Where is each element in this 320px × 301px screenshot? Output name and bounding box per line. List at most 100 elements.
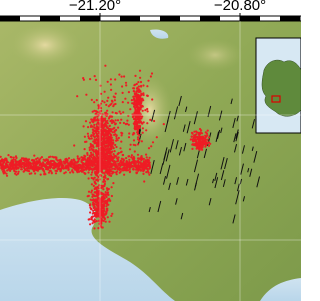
earthquake [12, 166, 16, 170]
earthquake [200, 135, 203, 139]
earthquake [73, 144, 76, 147]
earthquake [47, 166, 50, 169]
earthquake [102, 219, 105, 222]
earthquake [122, 111, 125, 114]
earthquake [87, 167, 90, 170]
earthquake [146, 107, 149, 111]
frame-segment [240, 16, 260, 21]
earthquake [105, 131, 108, 134]
earthquake [145, 164, 148, 167]
earthquake [92, 133, 95, 136]
earthquake [103, 137, 106, 140]
earthquake [5, 172, 8, 175]
fault [222, 179, 226, 187]
earthquake [112, 182, 115, 185]
earthquake [105, 111, 108, 114]
earthquake [113, 150, 116, 153]
earthquake [90, 191, 93, 194]
earthquake [115, 173, 118, 176]
earthquake [36, 157, 39, 160]
earthquake [103, 163, 106, 166]
earthquake [104, 171, 107, 174]
earthquake [113, 160, 116, 163]
earthquake [129, 166, 132, 169]
earthquake [123, 173, 126, 176]
fault [162, 176, 167, 185]
earthquake [96, 115, 99, 118]
earthquake [40, 156, 44, 159]
earthquake [99, 156, 102, 159]
earthquake [90, 216, 93, 219]
earthquake [89, 78, 92, 81]
earthquake [141, 109, 144, 112]
earthquake [149, 118, 152, 121]
earthquake [101, 213, 104, 216]
earthquake [107, 168, 110, 171]
earthquake [197, 145, 200, 148]
fault [184, 106, 188, 113]
earthquake [97, 162, 100, 166]
earthquake [146, 122, 149, 125]
earthquake [95, 155, 98, 158]
earthquake [95, 127, 98, 130]
earthquake [5, 174, 9, 177]
earthquake [134, 74, 137, 77]
earthquake [84, 158, 87, 161]
earthquake [195, 135, 198, 138]
earthquake [88, 204, 91, 207]
earthquake [120, 134, 123, 137]
earthquake [15, 162, 18, 165]
earthquake [78, 163, 81, 166]
earthquake [91, 165, 94, 168]
fault [178, 95, 182, 107]
earthquake [206, 129, 209, 132]
earthquake [96, 204, 99, 207]
fault [240, 163, 244, 175]
earthquake [124, 81, 128, 84]
earthquake [133, 117, 137, 120]
earthquake [17, 167, 20, 170]
earthquake [83, 135, 86, 138]
earthquake [100, 222, 103, 225]
earthquake [116, 159, 119, 163]
earthquake [103, 155, 106, 158]
earthquake [8, 163, 11, 166]
earthquake [110, 186, 113, 189]
earthquake [116, 153, 119, 156]
earthquake [108, 139, 111, 142]
earthquake [72, 159, 75, 162]
earthquake [107, 156, 110, 159]
earthquake [93, 163, 96, 166]
earthquake [17, 172, 20, 175]
earthquake [121, 91, 124, 94]
earthquake [97, 104, 100, 107]
fault [194, 173, 200, 187]
earthquake [97, 140, 100, 143]
earthquake [105, 134, 108, 137]
earthquake [91, 171, 94, 174]
earthquake [132, 139, 136, 142]
earthquake [101, 186, 104, 189]
earthquake [118, 73, 121, 76]
earthquake [25, 158, 28, 161]
earthquake [91, 153, 95, 156]
earthquake [136, 100, 139, 103]
earthquake [83, 148, 86, 151]
earthquake [136, 131, 139, 134]
earthquake [129, 143, 132, 146]
fault [148, 206, 151, 213]
earthquake [85, 93, 88, 96]
earthquake [104, 191, 107, 194]
earthquake [162, 123, 165, 126]
earthquake [84, 120, 88, 123]
earthquake [140, 140, 143, 143]
earthquake [66, 159, 69, 162]
earthquake [102, 153, 105, 156]
earthquake [133, 163, 137, 166]
earthquake [93, 191, 96, 194]
fault [214, 177, 219, 189]
earthquake [46, 159, 49, 162]
earthquake [113, 133, 116, 136]
earthquake [59, 158, 62, 161]
earthquake [106, 154, 109, 157]
